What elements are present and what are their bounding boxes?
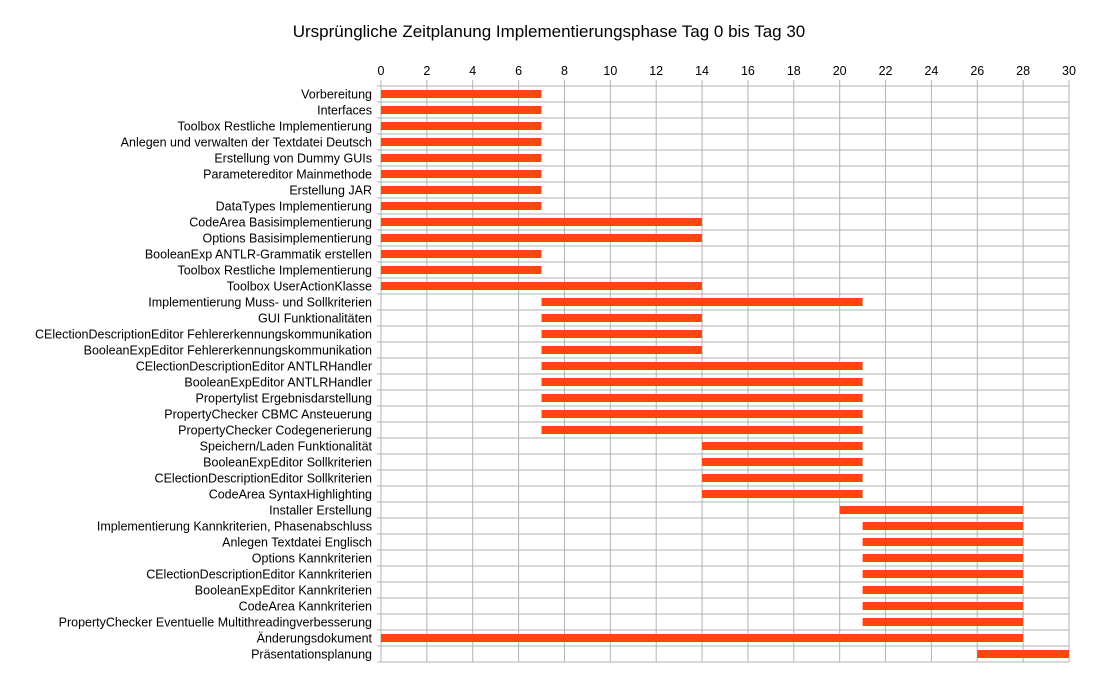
task-label: PropertyChecker Eventuelle Multithreadin… bbox=[59, 616, 372, 630]
x-tick-label: 8 bbox=[561, 64, 568, 78]
gantt-bar bbox=[541, 330, 703, 338]
task-label: Parametereditor Mainmethode bbox=[203, 168, 372, 182]
gantt-bar bbox=[541, 362, 863, 370]
task-label: Options Basisimplementierung bbox=[202, 232, 372, 246]
gantt-bar bbox=[381, 90, 542, 98]
gantt-bar bbox=[381, 282, 703, 290]
gantt-bar bbox=[702, 474, 863, 482]
gantt-bar bbox=[381, 186, 542, 194]
task-label: CodeArea Kannkriterien bbox=[239, 600, 372, 614]
gantt-bar bbox=[862, 522, 1024, 530]
gantt-bar bbox=[702, 458, 863, 466]
gantt-bar bbox=[862, 618, 1024, 626]
x-tick-label: 2 bbox=[423, 64, 430, 78]
x-tick-label: 22 bbox=[879, 64, 893, 78]
task-label: GUI Funktionalitäten bbox=[258, 312, 372, 326]
x-tick-label: 10 bbox=[603, 64, 617, 78]
gantt-bar bbox=[541, 378, 863, 386]
task-label: BooleanExpEditor ANTLRHandler bbox=[184, 376, 372, 390]
x-tick-label: 14 bbox=[695, 64, 709, 78]
gantt-bar bbox=[702, 490, 863, 498]
x-tick-label: 26 bbox=[970, 64, 984, 78]
x-tick-label: 4 bbox=[469, 64, 476, 78]
gantt-bar bbox=[381, 106, 542, 114]
gantt-bar bbox=[862, 586, 1024, 594]
gantt-bar bbox=[381, 138, 542, 146]
task-label: DataTypes Implementierung bbox=[216, 200, 372, 214]
task-label: CElectionDescriptionEditor ANTLRHandler bbox=[136, 360, 372, 374]
task-label: Toolbox UserActionKlasse bbox=[227, 280, 372, 294]
gantt-bar bbox=[381, 266, 542, 274]
gantt-bar bbox=[862, 570, 1024, 578]
x-tick-label: 30 bbox=[1062, 64, 1076, 78]
task-label: Implementierung Kannkriterien, Phasenabs… bbox=[97, 520, 372, 534]
gantt-bar bbox=[541, 426, 863, 434]
task-label: CodeArea Basisimplementierung bbox=[189, 216, 372, 230]
task-label: Anlegen Textdatei Englisch bbox=[222, 536, 372, 550]
gantt-bar bbox=[381, 122, 542, 130]
x-tick-label: 24 bbox=[924, 64, 938, 78]
task-label: Vorbereitung bbox=[301, 88, 372, 102]
gantt-bar bbox=[541, 346, 703, 354]
task-label: Installer Erstellung bbox=[269, 504, 372, 518]
gantt-bar bbox=[977, 650, 1069, 658]
task-label: Interfaces bbox=[317, 104, 372, 118]
task-label: CElectionDescriptionEditor Sollkriterien bbox=[155, 472, 372, 486]
x-tick-label: 0 bbox=[378, 64, 385, 78]
gantt-bar bbox=[839, 506, 1024, 514]
x-tick-label: 12 bbox=[649, 64, 663, 78]
gantt-bar bbox=[381, 170, 542, 178]
task-label: Implementierung Muss- und Sollkriterien bbox=[148, 296, 372, 310]
task-label: BooleanExpEditor Fehlererkennungskommuni… bbox=[84, 344, 372, 358]
task-label: Erstellung von Dummy GUIs bbox=[214, 152, 372, 166]
gantt-bar bbox=[381, 154, 542, 162]
task-label: Speichern/Laden Funktionalität bbox=[200, 440, 373, 454]
gantt-bar bbox=[381, 250, 542, 258]
task-label: Änderungsdokument bbox=[257, 632, 373, 646]
task-label: Erstellung JAR bbox=[289, 184, 372, 198]
gantt-bar bbox=[862, 602, 1024, 610]
x-tick-label: 20 bbox=[833, 64, 847, 78]
x-tick-label: 18 bbox=[787, 64, 801, 78]
task-label: Propertylist Ergebnisdarstellung bbox=[196, 392, 373, 406]
task-label: Präsentationsplanung bbox=[251, 648, 372, 662]
gantt-bar bbox=[381, 234, 703, 242]
task-label: PropertyChecker Codegenerierung bbox=[178, 424, 372, 438]
task-label: BooleanExp ANTLR-Grammatik erstellen bbox=[145, 248, 372, 262]
gantt-bar bbox=[381, 202, 542, 210]
x-tick-label: 28 bbox=[1016, 64, 1030, 78]
task-label: CodeArea SyntaxHighlighting bbox=[209, 488, 372, 502]
x-tick-label: 16 bbox=[741, 64, 755, 78]
chart-title: Ursprüngliche Zeitplanung Implementierun… bbox=[292, 22, 806, 41]
gantt-bar bbox=[862, 554, 1024, 562]
gantt-bar bbox=[381, 218, 703, 226]
x-tick-label: 6 bbox=[515, 64, 522, 78]
gantt-bar bbox=[541, 314, 703, 322]
task-label: Anlegen und verwalten der Textdatei Deut… bbox=[121, 136, 372, 150]
task-label: BooleanExpEditor Sollkriterien bbox=[203, 456, 372, 470]
task-label: Options Kannkriterien bbox=[252, 552, 372, 566]
gantt-bar bbox=[702, 442, 863, 450]
gantt-bar bbox=[541, 410, 863, 418]
task-label: CElectionDescriptionEditor Fehlererkennu… bbox=[35, 328, 372, 342]
gantt-bar bbox=[381, 634, 1024, 642]
task-label: CElectionDescriptionEditor Kannkriterien bbox=[146, 568, 372, 582]
gantt-bar bbox=[541, 394, 863, 402]
task-label: PropertyChecker CBMC Ansteuerung bbox=[164, 408, 372, 422]
gantt-bar bbox=[862, 538, 1024, 546]
task-label: BooleanExpEditor Kannkriterien bbox=[195, 584, 372, 598]
task-label: Toolbox Restliche Implementierung bbox=[177, 120, 372, 134]
gantt-bar bbox=[541, 298, 863, 306]
task-label: Toolbox Restliche Implementierung bbox=[177, 264, 372, 278]
